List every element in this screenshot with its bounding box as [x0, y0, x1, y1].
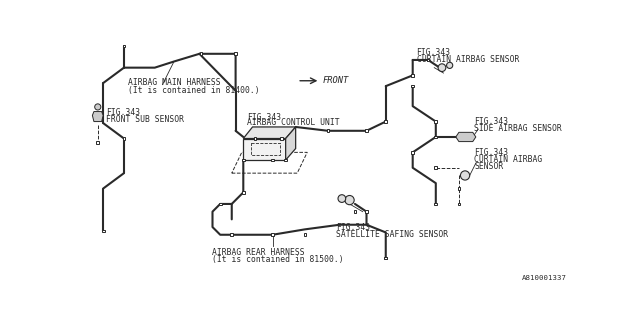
Bar [435, 203, 437, 205]
Text: FRONT SUB SENSOR: FRONT SUB SENSOR [106, 115, 184, 124]
Text: FIG.343: FIG.343 [474, 148, 508, 157]
Circle shape [438, 64, 446, 71]
Text: SATELLITE SAFING SENSOR: SATELLITE SAFING SENSOR [336, 230, 448, 239]
Text: FRONT: FRONT [323, 76, 349, 85]
Text: (It is contained in 81400.): (It is contained in 81400.) [128, 86, 259, 95]
Text: (It is contained in 81500.): (It is contained in 81500.) [212, 255, 344, 264]
Text: SENSOR: SENSOR [474, 162, 504, 171]
Bar [230, 233, 233, 236]
Bar [385, 257, 387, 259]
Bar [435, 166, 437, 169]
Text: A810001337: A810001337 [522, 275, 566, 281]
Text: AIRBAG MAIN HARNESS: AIRBAG MAIN HARNESS [128, 78, 220, 87]
Polygon shape [456, 132, 476, 141]
Bar [280, 137, 283, 140]
Bar [97, 141, 99, 144]
Bar [412, 74, 414, 77]
Circle shape [338, 195, 346, 203]
Bar [412, 85, 414, 87]
Text: FIG.343: FIG.343 [247, 113, 281, 122]
Bar [102, 229, 104, 232]
Bar [200, 52, 202, 55]
Circle shape [460, 171, 470, 180]
Bar [123, 137, 125, 140]
Bar [242, 191, 244, 194]
Bar [253, 137, 256, 140]
Bar [326, 130, 330, 132]
Text: SIDE AIRBAG SENSOR: SIDE AIRBAG SENSOR [474, 124, 562, 133]
Text: AIRBAG CONTROL UNIT: AIRBAG CONTROL UNIT [247, 118, 340, 127]
Bar [284, 159, 287, 161]
Bar [271, 233, 274, 236]
Bar [458, 203, 460, 205]
Bar [303, 233, 307, 236]
Polygon shape [92, 112, 103, 122]
Polygon shape [285, 127, 296, 160]
Text: FIG.343: FIG.343 [336, 223, 370, 232]
Polygon shape [243, 127, 296, 139]
Text: CURTAIN AIRBAG SENSOR: CURTAIN AIRBAG SENSOR [417, 55, 519, 64]
Text: AIRBAG REAR HARNESS: AIRBAG REAR HARNESS [212, 248, 305, 257]
Bar [219, 203, 221, 205]
Circle shape [447, 62, 452, 68]
Bar [123, 45, 125, 47]
Text: CURTAIN AIRBAG: CURTAIN AIRBAG [474, 155, 543, 164]
Text: FIG.343: FIG.343 [106, 108, 140, 117]
Circle shape [345, 196, 354, 205]
Bar [365, 210, 368, 213]
Text: FIG.343: FIG.343 [417, 48, 451, 57]
Bar [365, 130, 368, 132]
Bar [271, 159, 274, 161]
Bar [354, 210, 356, 213]
Bar [234, 52, 237, 55]
Bar [435, 136, 437, 138]
Bar [427, 59, 429, 61]
Polygon shape [243, 139, 285, 160]
Text: FIG.343: FIG.343 [474, 117, 508, 126]
Bar [385, 257, 387, 259]
Bar [458, 187, 460, 190]
Bar [385, 120, 387, 123]
Bar [412, 151, 414, 154]
Bar [435, 120, 437, 123]
Circle shape [95, 104, 101, 110]
Bar [242, 159, 244, 161]
